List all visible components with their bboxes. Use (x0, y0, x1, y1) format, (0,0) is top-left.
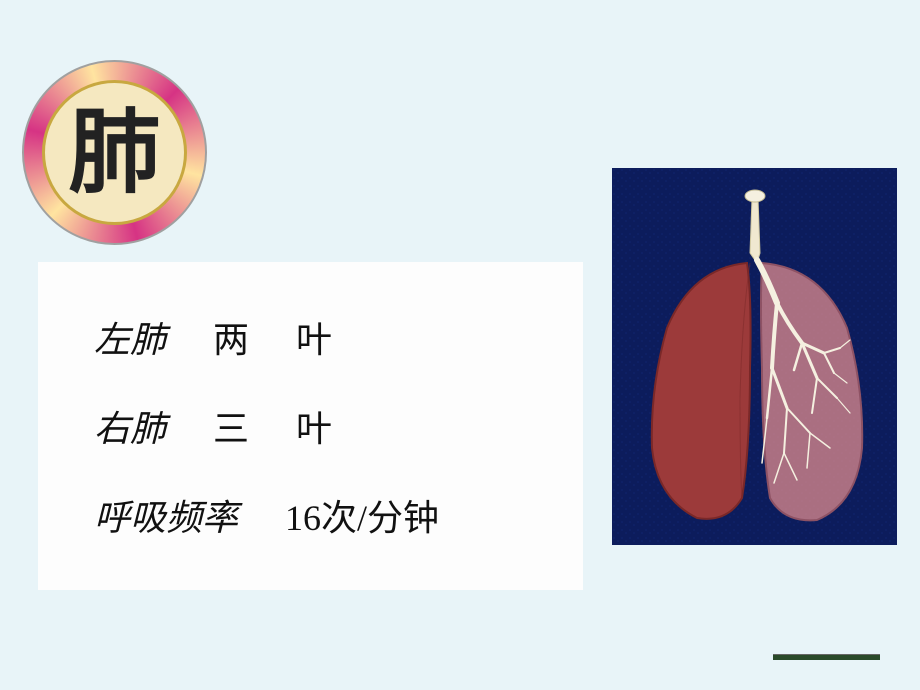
lung-anatomy-image (612, 168, 897, 545)
info-row-breath-rate: 呼吸频率 16次/分钟 (88, 485, 533, 545)
bottom-decoration-bar (773, 654, 880, 660)
lung-badge: 肺 (22, 60, 207, 245)
badge-character: 肺 (68, 107, 160, 199)
right-lung-count: 三 (207, 396, 255, 456)
badge-outer-ring: 肺 (22, 60, 207, 245)
right-lung-label: 右肺 (88, 396, 172, 456)
info-row-right-lung: 右肺 三 叶 (88, 396, 533, 456)
breath-rate-value: 16次/分钟 (279, 485, 445, 545)
right-lung-unit: 叶 (290, 396, 338, 456)
left-lung-count: 两 (207, 307, 255, 367)
lung-svg (612, 168, 897, 545)
lung-info-box: 左肺 两 叶 右肺 三 叶 呼吸频率 16次/分钟 (38, 262, 583, 590)
badge-inner-circle: 肺 (42, 80, 187, 225)
left-lung-label: 左肺 (88, 307, 172, 367)
left-lung-unit: 叶 (290, 307, 338, 367)
info-row-left-lung: 左肺 两 叶 (88, 307, 533, 367)
breath-rate-label: 呼吸频率 (88, 485, 244, 545)
